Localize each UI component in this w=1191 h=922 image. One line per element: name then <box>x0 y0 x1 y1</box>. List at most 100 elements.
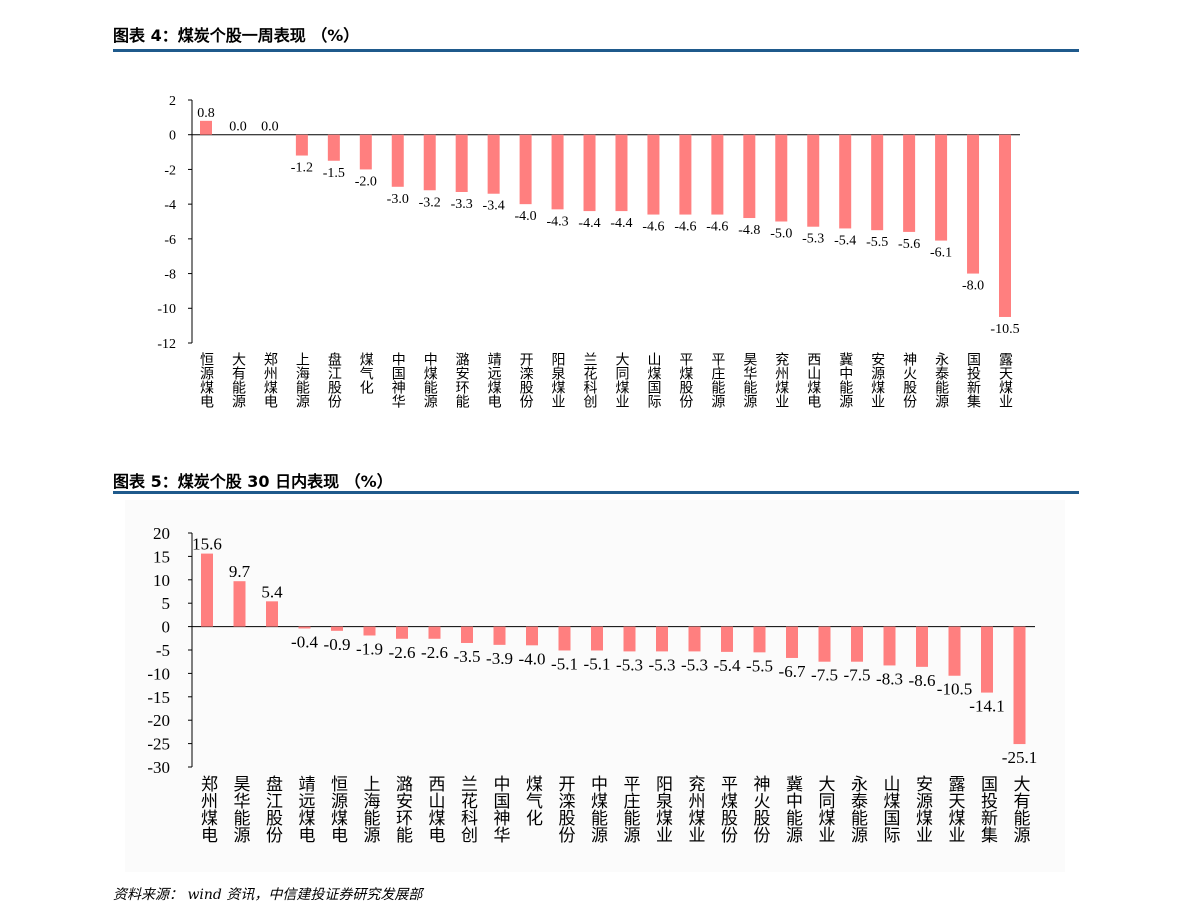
category-label: 国投新集 <box>965 352 981 408</box>
category-label: 露天煤业 <box>997 352 1013 408</box>
data-label: -5.0 <box>770 227 792 242</box>
data-label: -2.6 <box>421 643 448 662</box>
category-label: 安源煤业 <box>869 352 885 408</box>
data-label: -5.4 <box>834 233 856 248</box>
bar <box>591 626 603 651</box>
bar <box>647 134 660 215</box>
category-label: 中国神华 <box>490 775 511 843</box>
category-label: 中煤能源 <box>422 352 438 408</box>
bar <box>903 134 916 232</box>
bar <box>455 134 468 192</box>
category-label: 煤气化 <box>358 352 374 395</box>
data-label: -3.5 <box>454 647 481 666</box>
category-label: 中国神华 <box>390 352 406 408</box>
data-label: -7.5 <box>844 666 871 685</box>
bar <box>331 626 343 631</box>
data-label: -1.9 <box>356 639 383 658</box>
data-label: -3.9 <box>486 649 513 668</box>
data-label: -2.6 <box>389 643 416 662</box>
y-tick-label: -30 <box>147 758 170 777</box>
category-label: 昊华能源 <box>741 352 757 408</box>
data-label: -5.3 <box>681 655 708 674</box>
y-tick-label: -10 <box>157 302 176 317</box>
category-label: 兰花科创 <box>457 775 478 844</box>
y-tick-label: 2 <box>169 94 176 109</box>
bar <box>688 626 701 652</box>
data-label: -6.1 <box>930 246 952 261</box>
bar <box>558 626 571 651</box>
bar <box>851 626 863 662</box>
bar <box>981 626 993 693</box>
y-tick-label: -2 <box>164 163 176 178</box>
bar <box>359 134 372 170</box>
bar <box>818 626 831 662</box>
bar <box>786 626 798 658</box>
category-label: 靖远煤电 <box>295 775 316 843</box>
chart-1-title: 图表 4：煤炭个股一周表现 （%） <box>113 26 360 45</box>
bar <box>396 626 408 639</box>
bar <box>298 626 311 629</box>
data-label: -4.3 <box>546 214 568 229</box>
data-label: -5.4 <box>714 656 741 675</box>
bar <box>807 134 820 227</box>
bar <box>775 134 788 222</box>
category-label: 郑州煤电 <box>197 775 218 843</box>
title-divider-1 <box>113 49 1079 52</box>
category-label: 平煤股份 <box>717 775 738 844</box>
bar <box>935 134 948 241</box>
data-label: -8.6 <box>909 671 936 690</box>
category-label: 开滦股份 <box>555 775 576 844</box>
title-divider-2 <box>113 491 1079 494</box>
category-label: 安源煤业 <box>912 775 933 843</box>
data-label: -5.6 <box>898 237 920 252</box>
bar <box>266 601 278 627</box>
data-label: -5.5 <box>866 235 888 250</box>
bar <box>999 134 1011 317</box>
bar <box>551 134 564 210</box>
bar <box>679 134 692 215</box>
data-label: -6.7 <box>779 662 806 681</box>
category-label: 郑州煤电 <box>262 352 278 408</box>
data-label: -4.6 <box>674 220 696 235</box>
bar <box>233 581 246 627</box>
category-label: 开滦股份 <box>518 352 534 409</box>
bar <box>201 553 213 627</box>
data-label: -14.1 <box>969 697 1004 716</box>
data-label: -1.5 <box>323 166 345 181</box>
category-label: 平煤股份 <box>677 352 693 409</box>
category-label: 兰花科创 <box>582 352 598 408</box>
bar <box>428 626 441 639</box>
bar <box>871 134 884 231</box>
y-tick-label: 0 <box>169 129 176 144</box>
y-tick-label: -15 <box>147 688 170 707</box>
category-label: 大同煤业 <box>815 775 836 843</box>
data-label: -4.0 <box>519 649 546 668</box>
chart-2-background <box>125 500 1065 872</box>
category-label: 靖远煤电 <box>486 352 502 408</box>
data-label: -1.2 <box>291 161 313 176</box>
data-label: -3.2 <box>419 195 441 210</box>
data-label: -8.3 <box>876 669 903 688</box>
data-label: -0.4 <box>291 632 318 651</box>
category-label: 大同煤业 <box>613 352 629 408</box>
bar <box>967 134 980 274</box>
category-label: 中煤能源 <box>587 775 608 844</box>
bar <box>656 626 668 652</box>
y-tick-label: -5 <box>156 641 170 660</box>
data-label: -4.6 <box>642 220 664 235</box>
bar <box>519 134 532 205</box>
bar <box>1013 626 1026 745</box>
category-label: 阳泉煤业 <box>652 775 673 843</box>
data-label: -4.0 <box>515 209 537 224</box>
data-label: -25.1 <box>1002 748 1037 767</box>
y-tick-label: -8 <box>164 267 176 282</box>
data-label: 9.7 <box>229 562 251 581</box>
data-label: -4.6 <box>706 220 728 235</box>
source-note: 资料来源： wind 资讯，中信建投证券研究发展部 <box>113 887 423 903</box>
bar <box>623 626 636 652</box>
bar <box>721 626 733 652</box>
y-tick-label: -10 <box>147 664 170 683</box>
bar <box>711 134 724 215</box>
data-label: -8.0 <box>962 279 984 294</box>
